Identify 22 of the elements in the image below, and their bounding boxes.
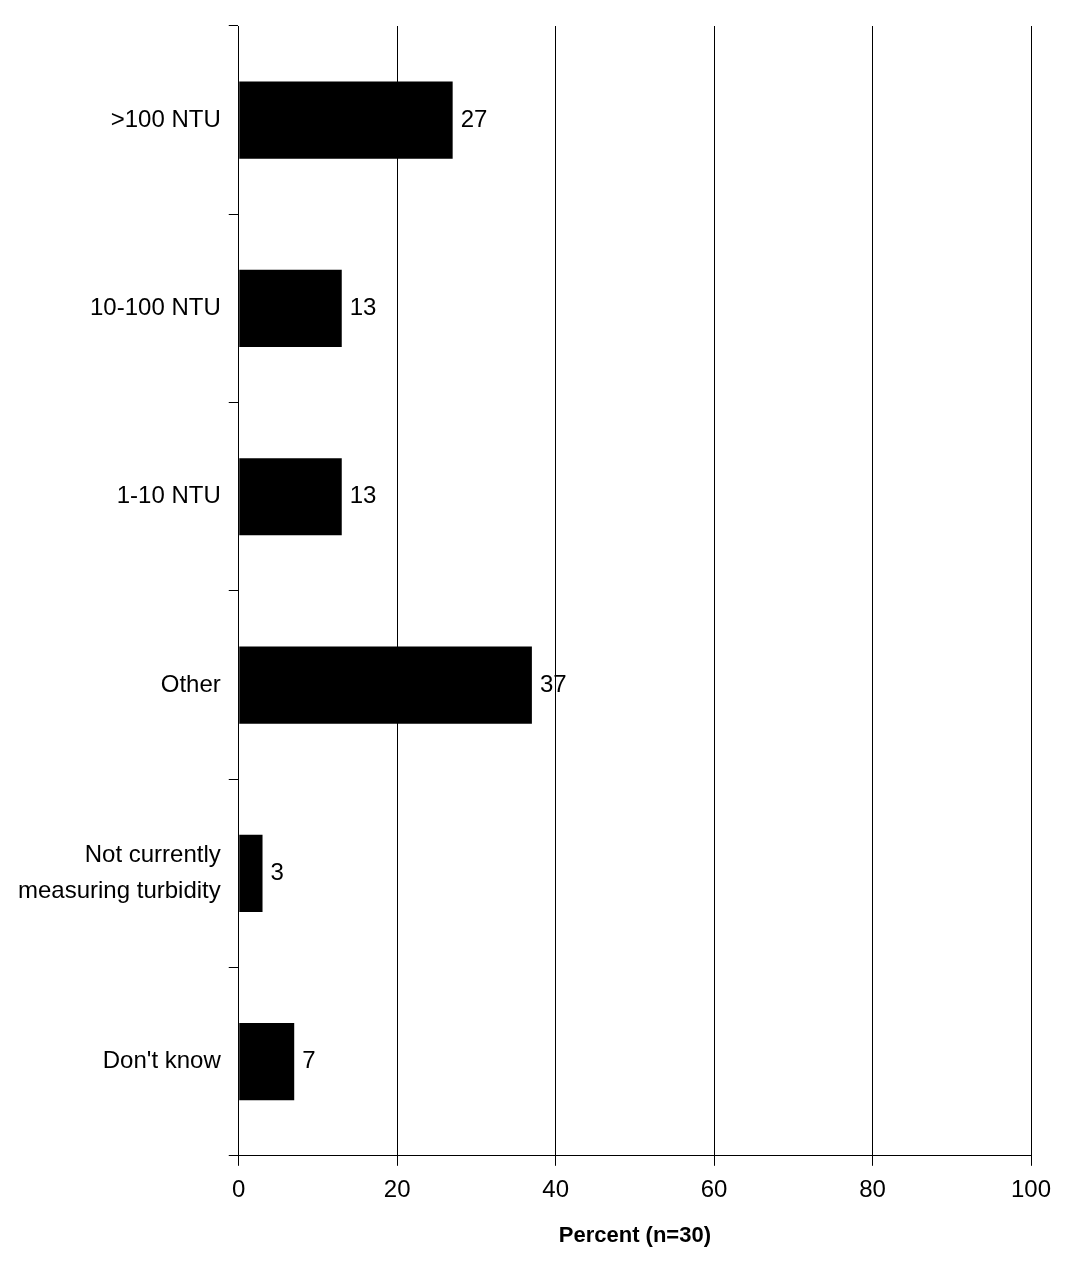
data-label: 3 — [270, 857, 284, 885]
bar — [239, 269, 342, 348]
data-label: 13 — [349, 481, 377, 509]
x-tick-label: 60 — [700, 1174, 728, 1202]
y-tick-label: 1-10 NTU — [116, 481, 221, 509]
y-tick-label: 10-100 NTU — [90, 293, 221, 321]
bar — [239, 458, 342, 536]
bar — [239, 834, 263, 912]
bar — [239, 1023, 295, 1101]
x-axis-title: Percent (n=30) — [558, 1221, 711, 1247]
x-tick-label: 20 — [383, 1174, 411, 1202]
y-tick-label: >100 NTU — [110, 104, 221, 132]
data-label: 27 — [460, 104, 488, 132]
data-label: 7 — [302, 1046, 316, 1074]
y-tick-label: Not currently measuring turbidity — [17, 839, 221, 903]
x-tick-label: 100 — [1010, 1174, 1052, 1202]
x-tick-label: 40 — [542, 1174, 570, 1202]
x-tick-label: 80 — [859, 1174, 886, 1202]
y-tick-label: Don't know — [102, 1046, 222, 1074]
y-tick-label: Other — [160, 669, 221, 697]
data-label: 13 — [349, 293, 377, 321]
x-tick-label: 0 — [232, 1174, 246, 1202]
